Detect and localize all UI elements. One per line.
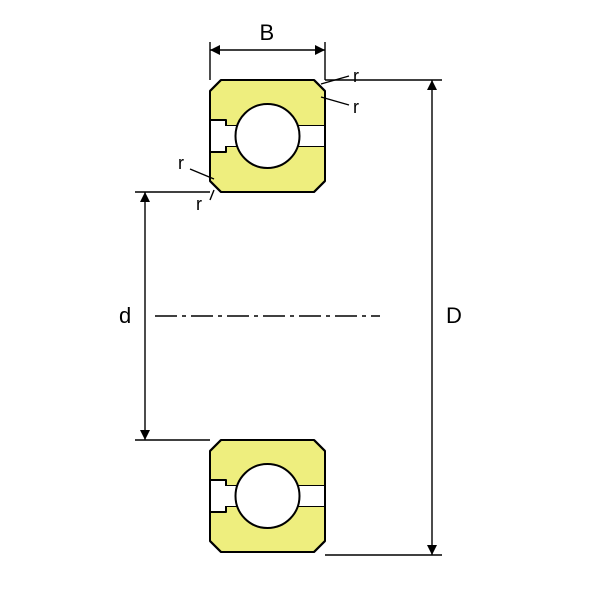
cross-section-lower (210, 440, 325, 552)
label-inner-diameter: d (119, 303, 131, 328)
label-outer-diameter: D (446, 303, 462, 328)
label-r-inner-top-left-1: r (178, 153, 184, 173)
diagram-svg: BDdrrrr (0, 0, 600, 600)
cross-section-upper (210, 80, 325, 192)
label-width: B (260, 20, 275, 45)
label-r-top-right-inner: r (353, 97, 359, 117)
bearing-diagram: BDdrrrr (0, 0, 600, 600)
label-r-inner-top-left-2: r (196, 194, 202, 214)
label-r-top-right-outer: r (353, 66, 359, 86)
